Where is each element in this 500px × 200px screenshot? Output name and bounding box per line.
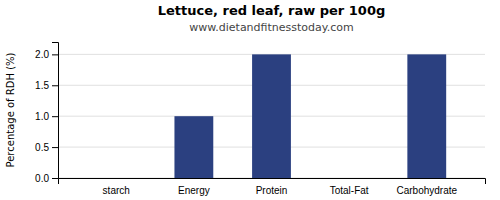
y-axis-line (52, 43, 59, 179)
subtitle: www.dietandfitnesstoday.com (189, 21, 353, 34)
y-axis: 0.0 0.5 1.0 1.5 2.0 (35, 43, 58, 184)
y-tick: 2.0 (35, 49, 58, 60)
y-tick: 0.0 (35, 173, 58, 184)
x-axis-line (59, 179, 486, 185)
chart: Lettuce, red leaf, raw per 100g www.dieta… (0, 0, 500, 200)
y-tick-mark (52, 54, 58, 55)
bar (174, 116, 213, 178)
x-axis: starch Energy Protein Total-Fat Carbohydrate (59, 179, 486, 197)
bars (174, 54, 446, 178)
x-tick: starch (103, 185, 130, 196)
y-tick-label: 0.5 (35, 142, 49, 153)
y-tick-label: 1.5 (35, 80, 49, 91)
x-tick-label: Protein (256, 185, 288, 196)
y-tick-mark (52, 178, 58, 179)
x-tick-label: Total-Fat (330, 185, 369, 196)
y-tick-mark (52, 85, 58, 86)
y-tick-label: 1.0 (35, 111, 49, 122)
y-axis-title: Percentage of RDH (%) (5, 52, 16, 167)
y-tick-label: 0.0 (35, 173, 49, 184)
y-tick-label: 2.0 (35, 49, 49, 60)
y-tick: 1.0 (35, 111, 58, 122)
bar (252, 54, 291, 178)
x-tick: Energy (178, 185, 210, 196)
bar (97, 178, 136, 179)
x-tick: Protein (256, 185, 288, 196)
x-tick-label: Energy (178, 185, 210, 196)
plot: 0.0 0.5 1.0 1.5 2.0 starch Energy Protein Total-… (35, 43, 485, 197)
x-tick-label: Carbohydrate (396, 185, 457, 196)
x-tick-label: starch (103, 185, 130, 196)
y-tick-mark (52, 116, 58, 117)
y-tick: 1.5 (35, 80, 58, 91)
y-tick: 0.5 (35, 142, 58, 153)
grid (58, 54, 485, 178)
bar (407, 54, 446, 178)
x-tick: Carbohydrate (396, 185, 457, 196)
y-tick-mark (52, 147, 58, 148)
title: Lettuce, red leaf, raw per 100g (158, 3, 386, 18)
bar (330, 178, 369, 179)
x-tick: Total-Fat (330, 185, 369, 196)
